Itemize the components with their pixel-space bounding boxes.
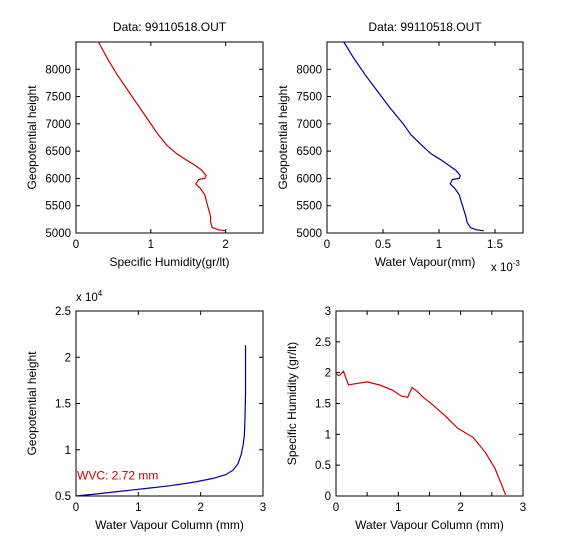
y-tick-label: 6500 <box>45 146 71 158</box>
series-line-1 <box>343 41 484 232</box>
y-tick-label: 6500 <box>296 146 322 158</box>
y-tick-label: 2 <box>65 352 71 364</box>
x-tick-label: 0 <box>73 239 79 251</box>
chart-panel-1: 0 1 2 5000 5500 6000 6500 7000 7500 8000 Data: 991… <box>25 20 264 269</box>
axis-exponent-label: x 104 <box>76 289 103 304</box>
x-tick-label: 2 <box>197 502 203 514</box>
y-tick-label: 2.5 <box>55 306 71 318</box>
y-tick-label: 2.5 <box>315 337 331 349</box>
y-tick-label: 5500 <box>296 201 322 213</box>
chart-panel-2: 0 0.5 1 1.5 5000 5500 6000 6500 7000 7500 8000 Data… <box>276 20 524 274</box>
plot-area-frame <box>75 41 264 234</box>
y-axis-label: Geopotential height <box>276 85 290 190</box>
y-tick-label: 7000 <box>296 119 322 131</box>
x-axis-label: Water Vapour(mm) <box>375 255 476 269</box>
series-line-1 <box>335 370 507 496</box>
plot-area-frame <box>326 41 524 234</box>
y-axis-label: Specific Humidity (gr/lt) <box>285 342 299 465</box>
plot-area-frame <box>335 310 524 497</box>
y-axis-label: Geopotential height <box>25 85 39 190</box>
plot-area-frame <box>75 310 264 497</box>
x-tick-label: 0 <box>333 502 339 514</box>
x-axis-label: Water Vapour Column (mm) <box>95 518 244 532</box>
chart-title: Data: 99110518.OUT <box>113 20 227 34</box>
x-tick-label: 1 <box>135 502 141 514</box>
x-tick-label: 0 <box>73 502 79 514</box>
y-tick-label: 1 <box>65 445 71 457</box>
wvc-annotation: WVC: 2.72 mm <box>77 468 158 482</box>
y-tick-label: 7500 <box>45 92 71 104</box>
y-tick-label: 3 <box>325 306 331 318</box>
series-line-1 <box>75 345 247 497</box>
y-tick-label: 6000 <box>296 173 322 185</box>
y-tick-label: 6000 <box>45 173 71 185</box>
y-tick-label: 7500 <box>296 92 322 104</box>
x-tick-label: 3 <box>260 502 266 514</box>
y-tick-label: 8000 <box>296 64 322 76</box>
x-tick-label: 1 <box>436 239 442 251</box>
y-tick-label: 5500 <box>45 201 71 213</box>
y-tick-label: 0.5 <box>315 460 331 472</box>
y-tick-label: 7000 <box>45 119 71 131</box>
x-tick-label: 1 <box>395 502 401 514</box>
chart-title: Data: 99110518.OUT <box>368 20 482 34</box>
y-tick-label: 1.5 <box>315 399 331 411</box>
chart-panel-3: 0 1 2 3 0.5 1 1.5 2 2.5 Water Vapour Column (mm) G… <box>25 289 266 532</box>
x-tick-label: 2 <box>222 239 228 251</box>
axis-exponent-label: x 10-3 <box>491 259 520 274</box>
y-tick-label: 8000 <box>45 64 71 76</box>
x-tick-label: 2 <box>457 502 463 514</box>
y-tick-label: 1.5 <box>55 399 71 411</box>
y-tick-label: 0.5 <box>55 491 71 503</box>
y-axis-label: Geopotential height <box>25 351 39 456</box>
x-axis-label: Water Vapour Column (mm) <box>355 518 504 532</box>
y-tick-label: 2 <box>325 368 331 380</box>
y-tick-label: 0 <box>325 491 331 503</box>
x-tick-label: 3 <box>520 502 526 514</box>
x-axis-label: Specific Humidity(gr/lt) <box>109 255 229 269</box>
x-tick-label: 1.5 <box>487 239 503 251</box>
y-tick-label: 1 <box>325 429 331 441</box>
x-tick-label: 0.5 <box>375 239 391 251</box>
chart-panel-4: 0 1 2 3 0 0.5 1 1.5 2 2.5 3 Water Vapour Column (mm… <box>285 306 526 532</box>
x-tick-label: 1 <box>148 239 154 251</box>
y-tick-label: 5000 <box>45 228 71 240</box>
series-line-1 <box>97 41 226 232</box>
x-tick-label: 0 <box>324 239 330 251</box>
y-tick-label: 5000 <box>296 228 322 240</box>
